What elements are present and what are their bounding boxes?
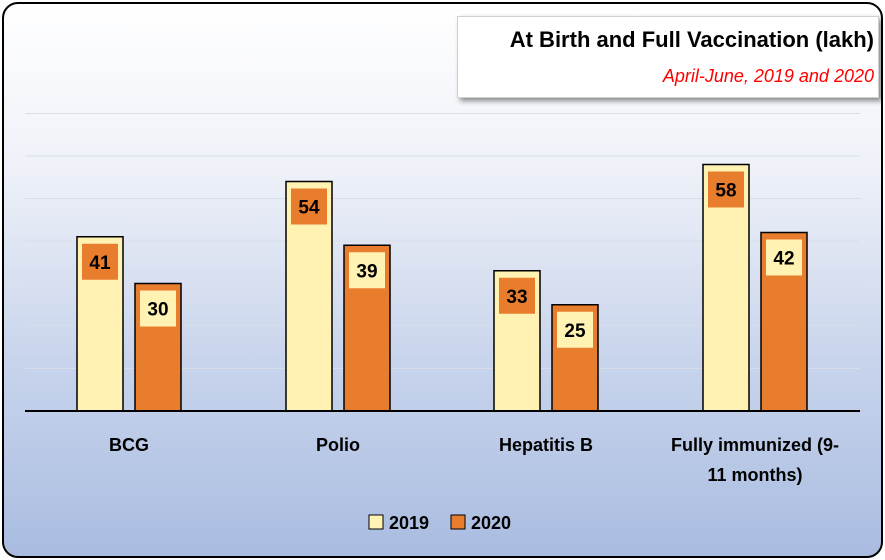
data-label: 42	[773, 249, 794, 270]
legend-label: 2020	[471, 513, 511, 533]
x-tick-label: BCG	[109, 435, 149, 455]
x-tick-label: Hepatitis B	[499, 435, 593, 455]
chart-subtitle: April-June, 2019 and 2020	[662, 66, 874, 86]
chart-title: At Birth and Full Vaccination (lakh)	[509, 27, 874, 52]
data-label: 58	[715, 181, 736, 202]
data-label-box	[140, 290, 176, 327]
data-label-box	[557, 311, 593, 348]
x-tick-label: Fully immunized (9-	[671, 435, 839, 455]
data-label: 41	[89, 253, 111, 274]
data-label: 30	[147, 300, 168, 321]
legend-swatch-2020	[450, 514, 466, 530]
legend-swatch-2019	[368, 514, 384, 530]
data-label: 54	[298, 198, 320, 219]
data-label-box	[291, 188, 327, 225]
x-tick-label: Polio	[316, 435, 360, 455]
data-label-box	[499, 277, 535, 314]
data-label: 25	[564, 321, 586, 342]
data-label-box	[349, 252, 385, 289]
data-label: 33	[506, 287, 527, 308]
data-label-box	[708, 171, 744, 208]
title-box: At Birth and Full Vaccination (lakh) Apr…	[457, 16, 879, 98]
data-label: 39	[356, 261, 377, 282]
data-label-box	[82, 243, 118, 280]
x-tick-label: 11 months)	[707, 465, 802, 485]
data-label-box	[766, 239, 802, 276]
legend-label: 2019	[389, 513, 429, 533]
